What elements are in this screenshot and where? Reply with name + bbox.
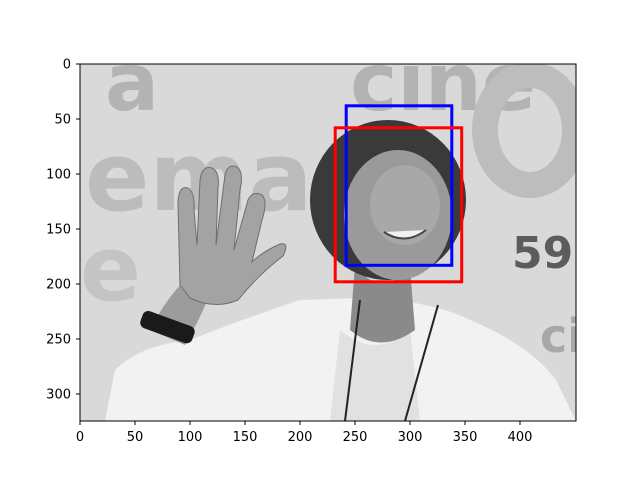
bg-letter-e: e: [80, 217, 141, 322]
x-tick-label: 200: [288, 430, 313, 445]
x-tick-label: 300: [398, 430, 423, 445]
y-tick-label: 50: [54, 113, 71, 128]
x-tick-label: 0: [76, 430, 84, 445]
lanyard-right: [404, 304, 439, 421]
y-tick-label: 100: [46, 168, 71, 183]
y-axis-ticks: 0 50 100 150 200 250 300: [46, 58, 80, 403]
x-tick-label: 50: [127, 430, 144, 445]
bounding-boxes: [333, 104, 464, 284]
y-tick-label: 150: [46, 223, 71, 238]
mouth: [383, 229, 427, 240]
blue-bounding-box: [344, 104, 454, 267]
axes-frame: [79, 63, 577, 422]
y-tick-label: 300: [46, 388, 71, 403]
bg-word-cin: cin: [540, 309, 616, 363]
wristwatch: [140, 310, 195, 344]
x-tick-label: 150: [233, 430, 258, 445]
neck: [350, 265, 415, 343]
y-tick-label: 0: [63, 58, 71, 73]
bg-number-59: 59: [512, 228, 573, 279]
x-tick-label: 100: [178, 430, 203, 445]
bg-letter-a: a: [105, 36, 159, 129]
x-tick-label: 350: [453, 430, 478, 445]
x-tick-label: 250: [343, 430, 368, 445]
photo: a cine ema 59 cin e: [80, 36, 616, 421]
y-tick-label: 250: [46, 333, 71, 348]
x-tick-label: 400: [508, 430, 533, 445]
red-bounding-box: [333, 126, 464, 284]
bg-shape-o: [472, 64, 576, 198]
face-highlight: [370, 165, 440, 245]
lanyard-left: [344, 299, 361, 421]
y-tick-label: 200: [46, 278, 71, 293]
x-axis-ticks: 0 50 100 150 200 250 300 350 400: [76, 421, 533, 445]
hand: [177, 165, 287, 305]
